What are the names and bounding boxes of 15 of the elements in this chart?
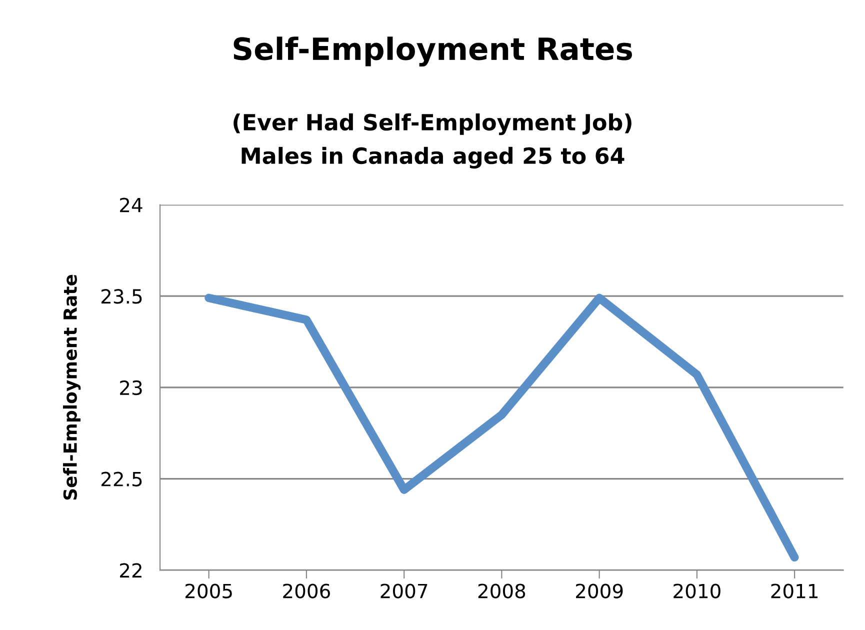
y-tick-label: 22.5 — [101, 472, 142, 486]
y-axis-title: Sefl-Employment Rate — [63, 274, 81, 500]
x-tick-label: 2005 — [186, 584, 232, 598]
y-tick-label: 23 — [120, 380, 142, 396]
x-tick-label: 2008 — [478, 584, 526, 598]
x-tick-label: 2011 — [771, 584, 818, 598]
y-tick-label: 23.5 — [101, 289, 142, 304]
y-tick-label: 24 — [120, 198, 142, 212]
x-tick-label: 2009 — [576, 584, 623, 598]
y-tick-label: 22 — [120, 563, 142, 578]
chart-subtitle: (Ever Had Self-Employment Job) Males in Canada aged 25 to 64 — [234, 113, 632, 169]
chart-title: Self-Employment Rates — [234, 36, 632, 66]
x-tick-label: 2007 — [380, 584, 428, 598]
x-tick-label: 2006 — [283, 584, 330, 598]
x-tick-label: 2010 — [674, 584, 720, 598]
